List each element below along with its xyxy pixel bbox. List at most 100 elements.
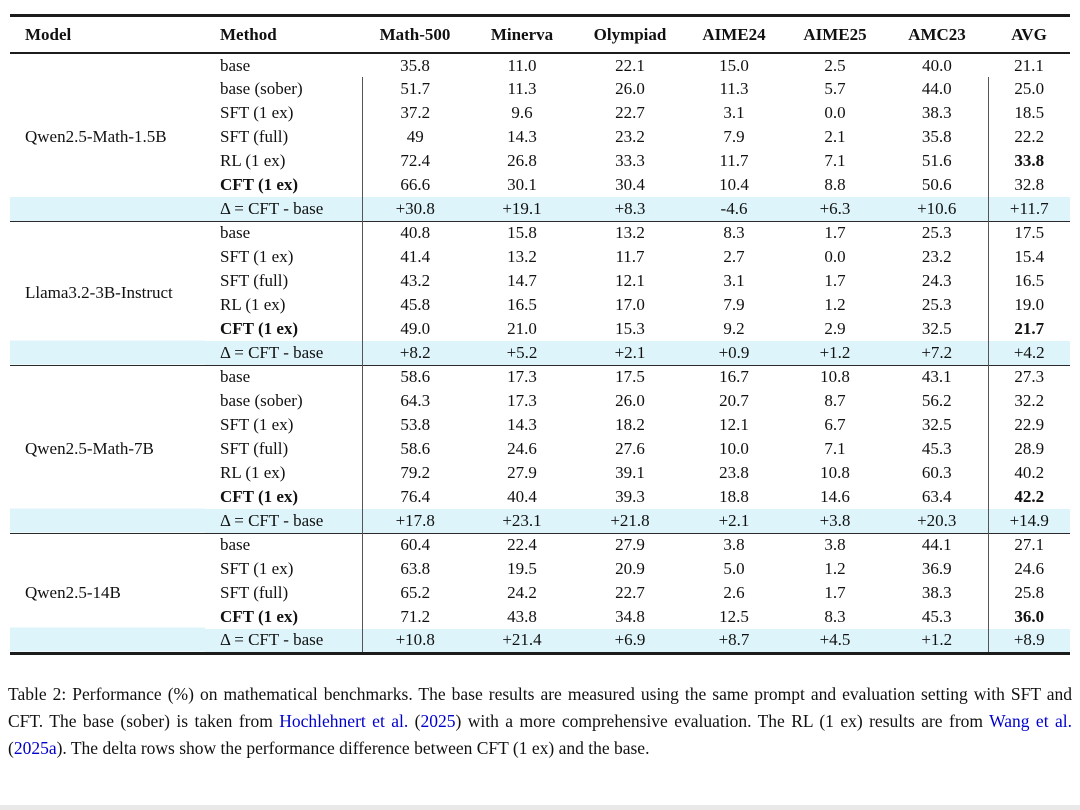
method-cell: RL (1 ex) xyxy=(220,151,286,170)
method-cell: base (sober) xyxy=(220,391,303,410)
metric-cell: 43.1 xyxy=(886,364,988,389)
metric-cell: 64.3 xyxy=(361,389,468,413)
metric-cell: 58.6 xyxy=(361,437,468,461)
metric-cell: +2.1 xyxy=(576,341,684,365)
citation-link[interactable]: Hochlehnert et al. xyxy=(279,710,409,731)
metric-cell: 22.4 xyxy=(468,532,576,557)
method-cell: base xyxy=(205,532,362,557)
metric-cell: 27.1 xyxy=(987,532,1070,557)
metric-cell: 22.9 xyxy=(987,413,1070,437)
metric-cell: +3.8 xyxy=(784,509,886,533)
metric-cell: 11.7 xyxy=(615,247,645,266)
metric-cell: 16.5 xyxy=(507,295,537,314)
metric-cell: 2.9 xyxy=(824,319,846,338)
method-cell: SFT (full) xyxy=(220,127,289,146)
delta-row: Δ = CFT - base +8.2 +5.2 +2.1 +0.9 +1.2 +7.2 +4… xyxy=(10,341,1070,365)
citation-link[interactable]: 2025 xyxy=(420,710,456,731)
method-cell: CFT (1 ex) xyxy=(220,319,299,338)
delta-row: Δ = CFT - base +17.8 +23.1 +21.8 +2.1 +3.8 +20… xyxy=(10,509,1070,533)
metric-cell: 10.0 xyxy=(719,439,749,458)
metric-cell: 22.7 xyxy=(615,103,645,122)
metric-cell: 9.2 xyxy=(723,319,745,338)
metric-cell: 27.6 xyxy=(615,439,645,458)
method-cell: Δ = CFT - base xyxy=(205,341,362,365)
citation-link[interactable]: 2025a xyxy=(13,737,57,758)
table-row: CFT (1 ex) 49.0 21.0 15.3 9.2 2.9 32.5 21.7 xyxy=(10,317,1070,341)
metric-cell: 11.3 xyxy=(507,79,537,98)
metric-cell: 14.3 xyxy=(507,127,537,146)
metric-cell: +8.3 xyxy=(576,197,684,221)
table-row: base (sober) 64.3 17.3 26.0 20.7 8.7 56.2 32.2 xyxy=(10,389,1070,413)
metric-cell: 34.8 xyxy=(615,607,645,626)
metric-cell: 32.8 xyxy=(987,173,1070,197)
method-cell: CFT (1 ex) xyxy=(220,607,299,626)
paper-page: Model Method Math-500 Minerva Olympiad AIME24… xyxy=(0,14,1080,810)
metric-cell: 3.8 xyxy=(784,532,886,557)
metric-cell: 41.4 xyxy=(361,245,468,269)
method-cell: base (sober) xyxy=(220,79,303,98)
metric-cell: 33.3 xyxy=(615,151,645,170)
metric-cell: +14.9 xyxy=(987,509,1070,533)
table-row: Qwen2.5-Math-7B base 58.6 17.3 17.5 16.7 10.8 4… xyxy=(10,364,1070,533)
method-cell: Δ = CFT - base xyxy=(205,629,362,653)
table-row: SFT (1 ex) 53.8 14.3 18.2 12.1 6.7 32.5 22.9 xyxy=(10,413,1070,437)
caption-text: Table 2: Performance (%) on mathematical… xyxy=(8,683,1072,731)
metric-cell: +6.9 xyxy=(576,629,684,653)
metric-cell: +10.8 xyxy=(361,629,468,653)
table-row: CFT (1 ex) 76.4 40.4 39.3 18.8 14.6 63.4 42.2 xyxy=(10,485,1070,509)
metric-cell: 1.7 xyxy=(824,271,846,290)
metric-cell: 10.4 xyxy=(719,175,749,194)
metric-cell: 2.6 xyxy=(723,583,745,602)
caption-text: ). The delta rows show the performance d… xyxy=(56,737,650,758)
metric-cell: 7.9 xyxy=(723,127,745,146)
metric-cell: 25.3 xyxy=(921,295,952,314)
metric-cell: 23.8 xyxy=(719,463,749,482)
metric-cell: 13.2 xyxy=(507,247,537,266)
caption-text: ( xyxy=(8,737,14,758)
metric-cell: +23.1 xyxy=(468,509,576,533)
metric-cell: +10.6 xyxy=(886,197,988,221)
metric-cell: 21.7 xyxy=(987,317,1070,341)
metric-cell: +6.3 xyxy=(784,197,886,221)
metric-cell: 40.2 xyxy=(987,461,1070,485)
metric-cell: 39.1 xyxy=(615,463,645,482)
metric-cell: 76.4 xyxy=(361,485,468,509)
table-row: Llama3.2-3B-Instruct base 40.8 15.8 13.2 8.3 1… xyxy=(10,220,1070,365)
table-row: CFT (1 ex) 71.2 43.8 34.8 12.5 8.3 45.3 36.0 xyxy=(10,605,1070,629)
metric-cell: 10.8 xyxy=(784,364,886,389)
metric-cell: 22.7 xyxy=(615,583,645,602)
metric-cell: 63.4 xyxy=(921,487,952,506)
table-row: SFT (full) 58.6 24.6 27.6 10.0 7.1 45.3 28.9 xyxy=(10,437,1070,461)
metric-cell: 19.5 xyxy=(507,559,537,578)
metric-cell: 35.8 xyxy=(921,127,952,146)
metric-cell: 20.7 xyxy=(719,391,749,410)
metric-cell: 14.7 xyxy=(507,271,537,290)
metric-cell: +4.2 xyxy=(987,341,1070,365)
metric-cell: +7.2 xyxy=(886,341,988,365)
metric-cell: 10.8 xyxy=(820,463,850,482)
method-cell: RL (1 ex) xyxy=(220,295,286,314)
metric-cell: 14.3 xyxy=(507,415,537,434)
metric-cell: 40.4 xyxy=(507,487,537,506)
metric-cell: 35.8 xyxy=(400,55,430,75)
column-header: Method xyxy=(205,15,362,54)
metric-cell: 23.2 xyxy=(921,247,952,266)
metric-cell: +1.2 xyxy=(784,341,886,365)
method-cell: base xyxy=(205,364,362,389)
metric-cell: 17.3 xyxy=(507,391,537,410)
metric-cell: 40.8 xyxy=(361,220,468,245)
metric-cell: 20.9 xyxy=(615,559,645,578)
method-cell: SFT (1 ex) xyxy=(220,247,294,266)
metric-cell: +8.2 xyxy=(361,341,468,365)
citation-link[interactable]: Wang et al. xyxy=(989,710,1072,731)
model-name: Qwen2.5-14B xyxy=(10,532,205,653)
metric-cell: 8.3 xyxy=(684,220,784,245)
metric-cell: 43.2 xyxy=(361,269,468,293)
metric-cell: 15.3 xyxy=(615,319,645,338)
metric-cell: +8.9 xyxy=(987,629,1070,653)
metric-cell: 63.8 xyxy=(361,557,468,581)
caption-text: ) with a more comprehensive evaluation. … xyxy=(455,710,990,731)
metric-cell: 16.7 xyxy=(684,364,784,389)
metric-cell: 27.3 xyxy=(987,364,1070,389)
metric-cell: +11.7 xyxy=(987,197,1070,221)
